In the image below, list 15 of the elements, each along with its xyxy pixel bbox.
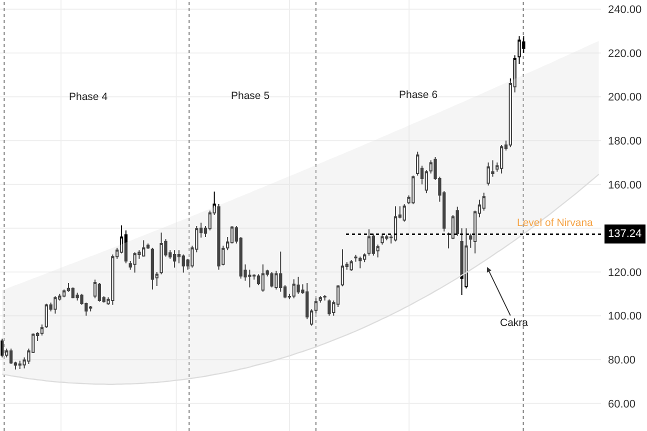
y-tick-label: 220.00 — [608, 48, 642, 60]
annotation: Phase 4 — [69, 91, 108, 103]
y-tick-label: 240.00 — [608, 4, 642, 16]
text: 137.24 — [608, 228, 642, 240]
y-tick-label: 60.00 — [608, 398, 636, 410]
y-tick-label: 160.00 — [608, 179, 642, 192]
annotation: Cakra — [500, 317, 528, 329]
y-tick-label: 200.00 — [608, 92, 642, 104]
y-tick-label: 120.00 — [608, 266, 642, 279]
ref-line-label: Level of Nirvana — [517, 217, 594, 229]
y-tick-label: 80.00 — [608, 354, 636, 366]
y-tick-label: 180.00 — [608, 135, 642, 148]
annotation: Phase 5 — [231, 90, 270, 102]
y-tick-label: 100.00 — [608, 310, 642, 323]
annotation: Phase 6 — [399, 89, 438, 101]
